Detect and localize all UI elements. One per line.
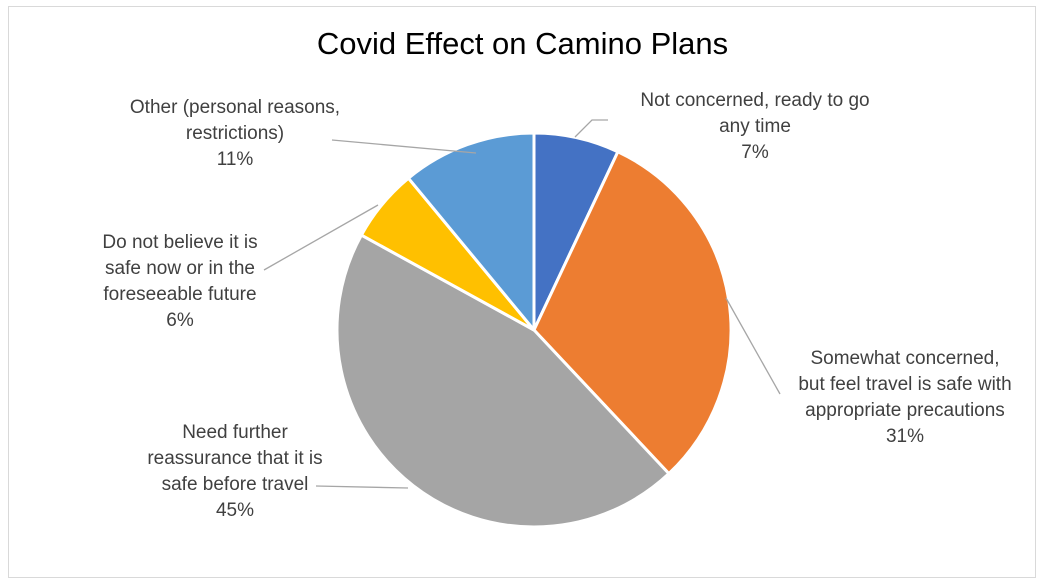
data-label-percent: 7% [741, 142, 769, 163]
data-label-percent: 11% [216, 149, 254, 170]
data-label: Need further reassurance that it is safe b… [110, 420, 360, 524]
data-label: Do not believe it is safe now or in the fo… [50, 230, 310, 334]
data-label-percent: 31% [885, 426, 925, 447]
pie-slice [335, 233, 671, 529]
pie-slice [406, 131, 536, 332]
data-label-text: but feel travel is safe with [798, 374, 1012, 395]
data-label-text: Do not believe it is [102, 232, 258, 253]
data-label-percent: 6% [166, 310, 194, 331]
data-label-text: Somewhat concerned, [810, 348, 1000, 369]
data-label-text: reassurance that it is [147, 448, 323, 469]
leader-line [331, 139, 477, 154]
data-label-text: restrictions) [185, 123, 285, 144]
data-label-text: any time [719, 116, 791, 137]
data-label: Not concerned, ready to go any time 7% [610, 88, 900, 166]
leader-line [725, 297, 781, 395]
data-label: Other (personal reasons, restrictions) 11% [75, 95, 395, 173]
data-label-percent: 45% [215, 500, 255, 521]
pie-slice [532, 150, 733, 476]
leader-line [315, 485, 409, 489]
data-label: Somewhat concerned, but feel travel is sa… [770, 346, 1040, 450]
data-label-text: foreseeable future [103, 284, 257, 305]
chart-title: Covid Effect on Camino Plans [316, 26, 729, 61]
data-label-text: safe before travel [161, 474, 309, 495]
data-label-text: Need further [182, 422, 288, 443]
data-label-text: appropriate precautions [805, 400, 1005, 421]
leader-line [263, 204, 379, 271]
data-label-text: Not concerned, ready to go [640, 90, 870, 111]
leader-line [574, 119, 608, 138]
data-label-text: safe now or in the [105, 258, 255, 279]
data-label-text: Other (personal reasons, [129, 97, 341, 118]
